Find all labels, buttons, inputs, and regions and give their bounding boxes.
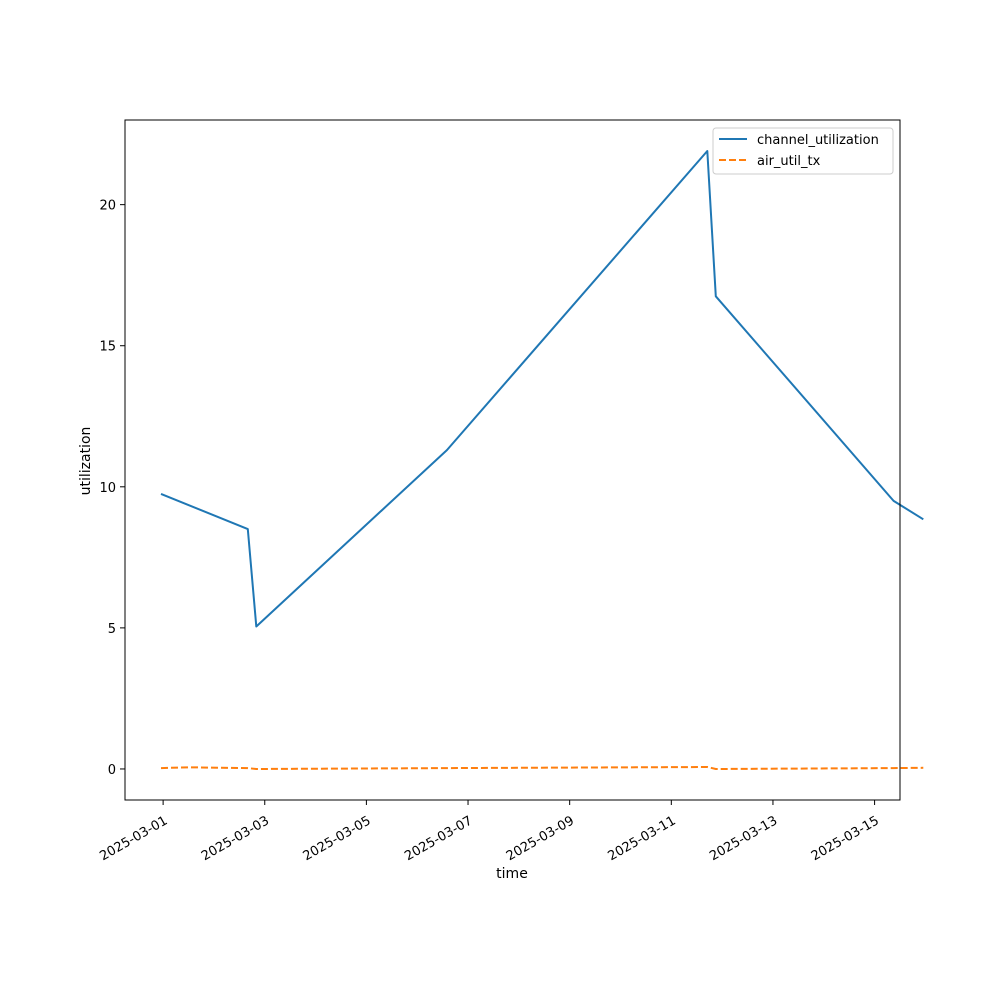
y-tick-label: 20 <box>99 199 116 214</box>
series-line-air_util_tx <box>160 766 924 770</box>
legend-box <box>712 127 894 175</box>
y-tick-label: 15 <box>99 340 116 355</box>
series-line-channel_utilization <box>160 150 924 628</box>
y-tick-label: 10 <box>99 481 116 496</box>
y-axis-label: utilization <box>78 427 94 496</box>
axes-frame <box>124 119 901 801</box>
legend-label-channel_utilization: channel_utilization <box>757 133 879 148</box>
x-axis-label: time <box>496 866 528 882</box>
legend: channel_utilization air_util_tx <box>712 127 894 175</box>
y-tick-label: 0 <box>108 763 116 778</box>
y-axis-ticks: 0 5 10 15 20 <box>99 199 125 778</box>
y-tick-label: 5 <box>108 622 116 637</box>
series-layer <box>160 150 924 770</box>
legend-label-air_util_tx: air_util_tx <box>757 154 821 169</box>
